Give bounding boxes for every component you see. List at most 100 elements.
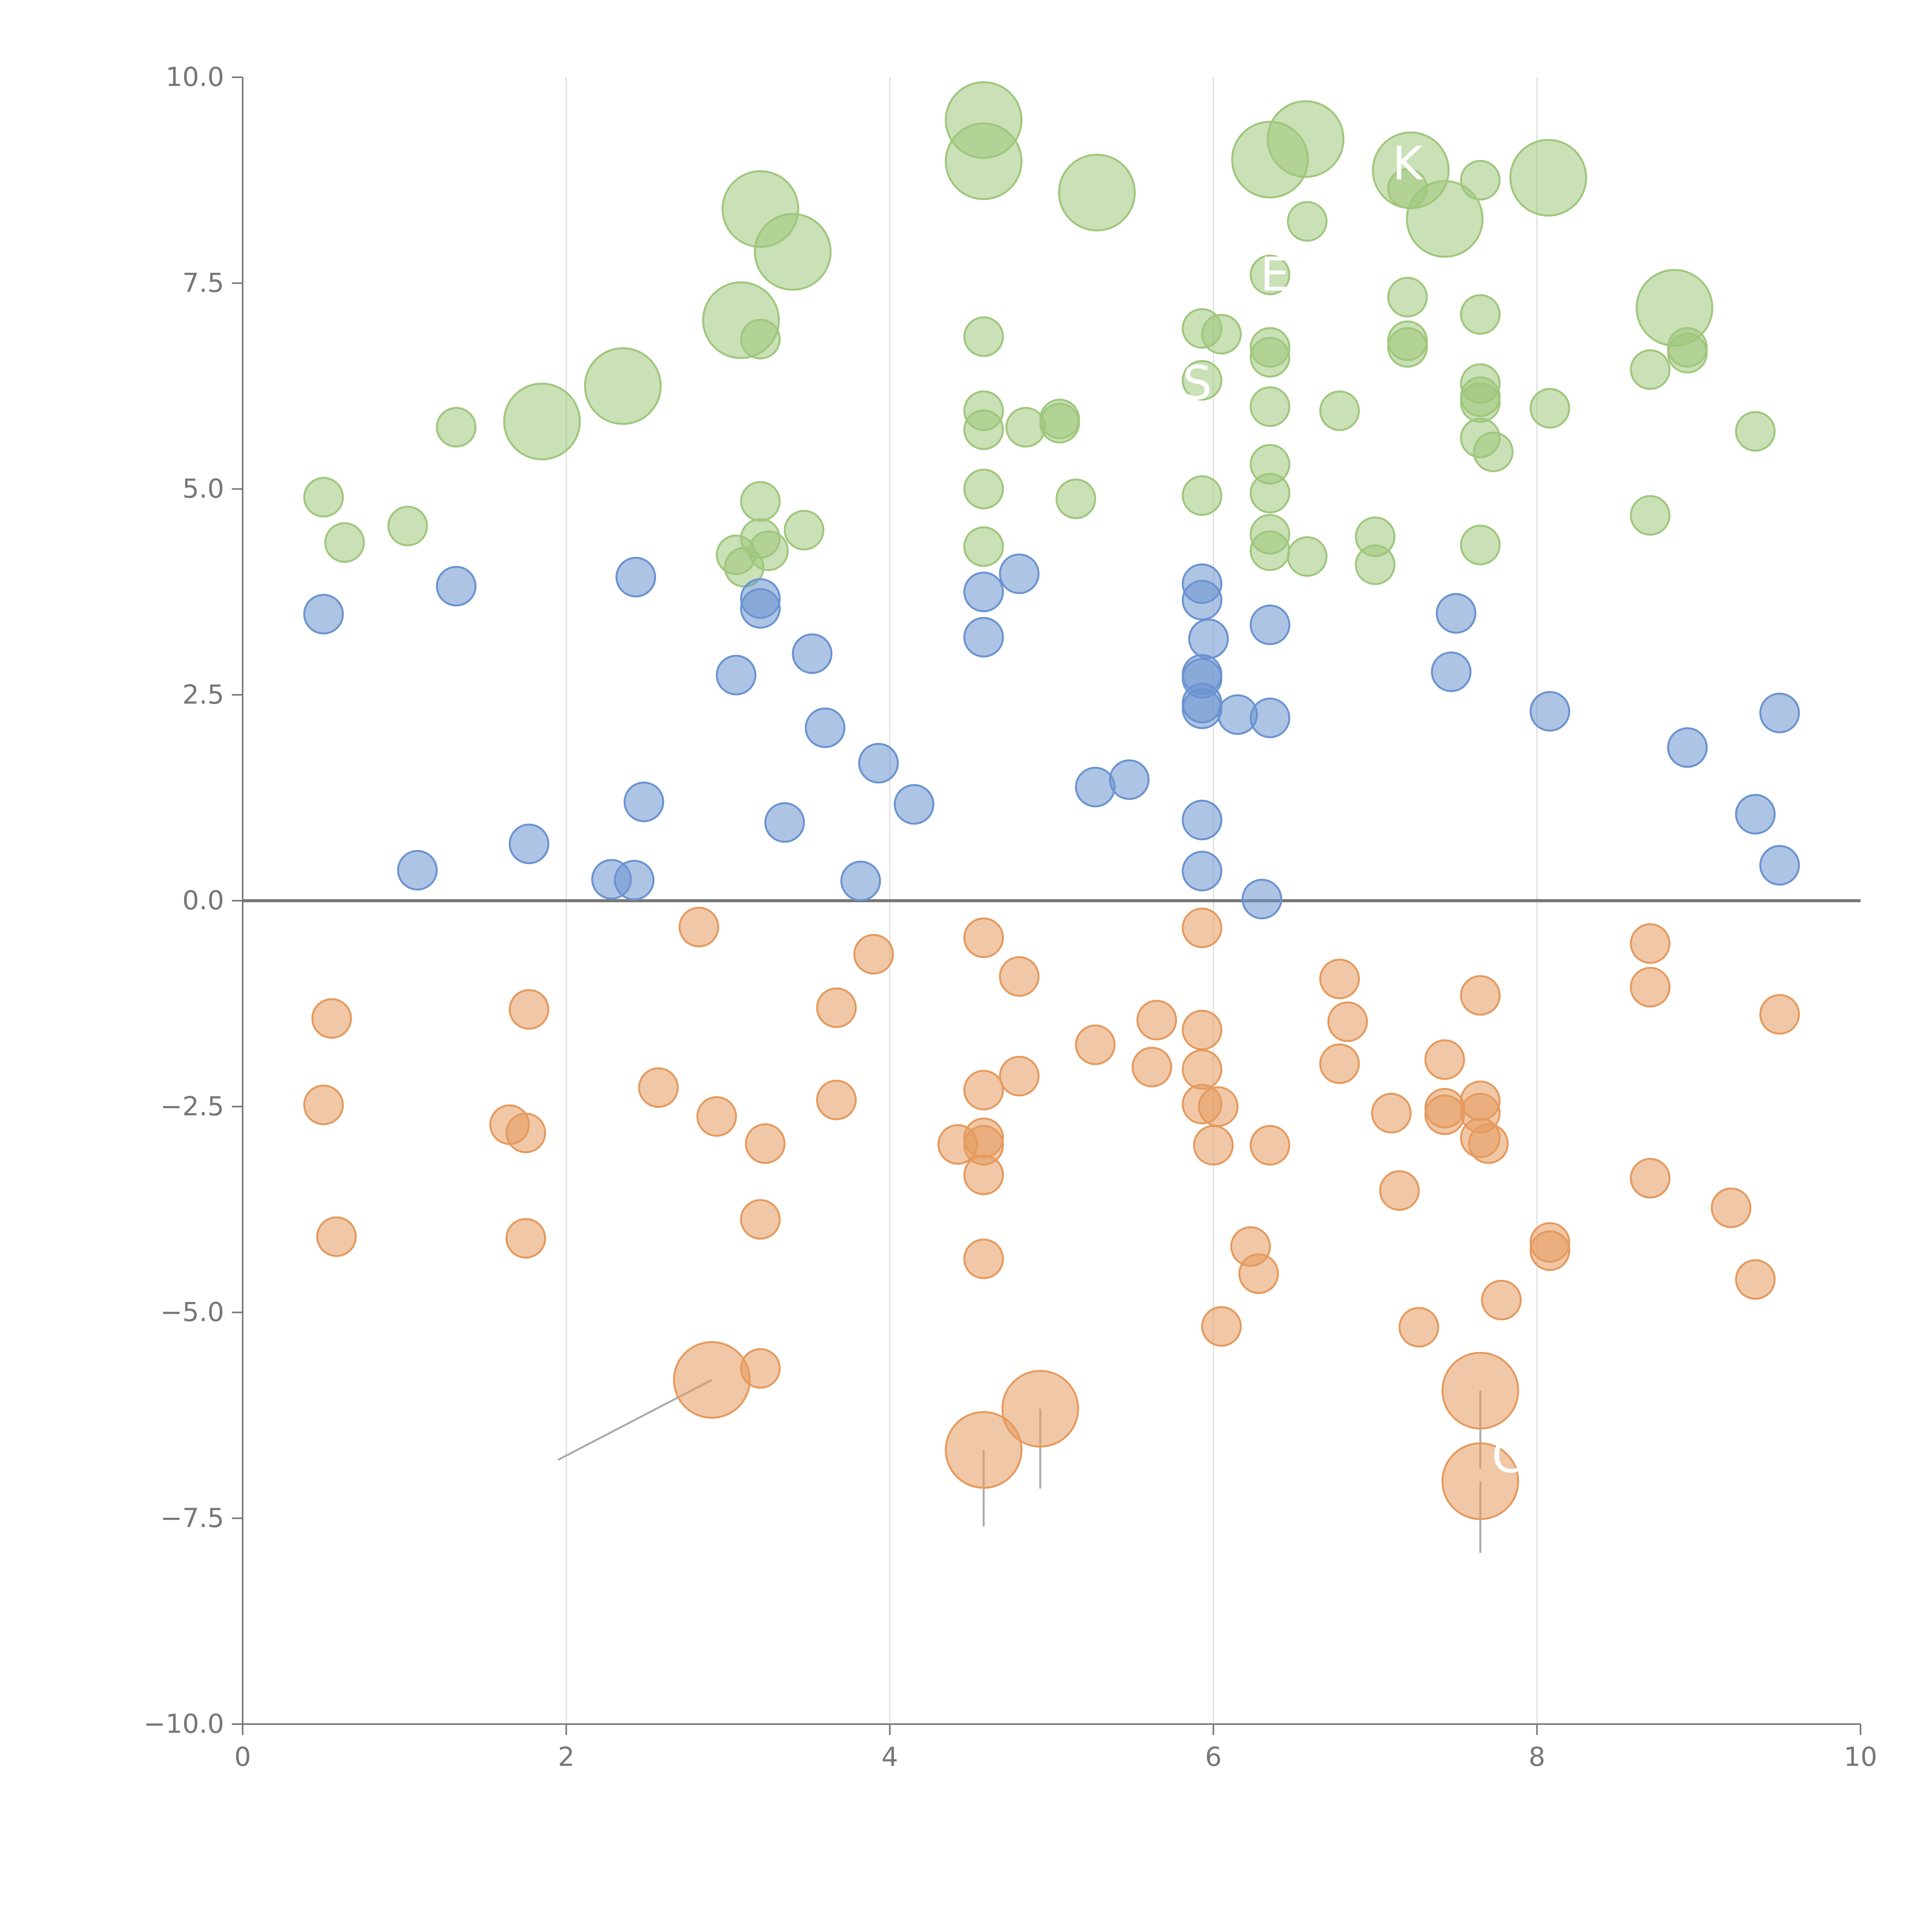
- green-point: [740, 481, 781, 522]
- blue-point: [1431, 651, 1472, 692]
- orange-point: [740, 1199, 781, 1240]
- orange-point: [1319, 958, 1360, 999]
- orange-point: [999, 956, 1040, 997]
- blue-point: [303, 594, 344, 634]
- y-tick-label: −7.5: [160, 1503, 224, 1534]
- green-highlight-point: [1406, 180, 1484, 258]
- y-tick-label: 7.5: [182, 268, 224, 298]
- green-point: [1182, 360, 1223, 401]
- blue-point: [1242, 879, 1282, 920]
- orange-point: [1630, 923, 1671, 964]
- x-tick-label: 10: [1844, 1742, 1878, 1772]
- orange-point: [963, 1238, 1004, 1279]
- blue-point: [1188, 618, 1229, 659]
- orange-point: [1371, 1093, 1412, 1134]
- orange-point: [999, 1056, 1040, 1097]
- green-highlight-point: [754, 213, 832, 291]
- green-highlight-point: [945, 122, 1023, 200]
- orange-point: [1630, 967, 1671, 1008]
- green-point: [1287, 536, 1328, 577]
- orange-point: [638, 1067, 679, 1108]
- orange-point: [1193, 1125, 1234, 1166]
- blue-point: [397, 850, 438, 891]
- blue-point: [1182, 799, 1223, 840]
- blue-point: [792, 633, 833, 674]
- green-point: [1250, 254, 1291, 295]
- green-point: [1630, 495, 1671, 536]
- blue-point: [1759, 692, 1800, 733]
- y-tick-label: −2.5: [160, 1091, 224, 1122]
- orange-highlight-point: [673, 1341, 751, 1419]
- green-point: [784, 510, 825, 551]
- orange-point: [1398, 1307, 1439, 1348]
- green-highlight-point: [1058, 153, 1136, 231]
- green-point: [963, 469, 1004, 509]
- blue-point: [804, 707, 845, 748]
- orange-highlight-point: [1441, 1352, 1519, 1430]
- blue-point: [1529, 691, 1570, 732]
- orange-point: [1460, 975, 1501, 1016]
- green-point: [303, 477, 344, 518]
- orange-point: [1468, 1123, 1509, 1164]
- orange-point: [316, 1216, 357, 1257]
- orange-point: [1201, 1306, 1242, 1347]
- green-point: [1630, 349, 1671, 390]
- orange-point: [1182, 1049, 1223, 1090]
- orange-point: [1424, 1039, 1465, 1080]
- blue-point: [436, 566, 477, 607]
- orange-point: [816, 1080, 857, 1121]
- orange-point: [1759, 994, 1800, 1035]
- orange-highlight-point: [945, 1411, 1023, 1489]
- orange-point: [963, 1070, 1004, 1111]
- orange-point: [679, 906, 719, 947]
- orange-point: [1529, 1230, 1570, 1271]
- orange-point: [1075, 1024, 1116, 1065]
- green-point: [1529, 388, 1570, 429]
- orange-point: [1424, 1094, 1465, 1135]
- blue-point: [1435, 593, 1476, 634]
- blue-point: [840, 861, 881, 901]
- orange-point: [696, 1096, 737, 1137]
- blue-point: [623, 781, 664, 822]
- green-point: [1201, 314, 1242, 355]
- green-point: [1460, 294, 1501, 335]
- green-point: [963, 409, 1004, 450]
- overlay-label: E: [1260, 248, 1289, 302]
- blue-point: [1182, 688, 1223, 729]
- green-point: [1182, 475, 1223, 516]
- orange-point: [816, 987, 857, 1028]
- blue-point: [1759, 845, 1800, 886]
- orange-point: [1319, 1043, 1360, 1084]
- data-points: [303, 81, 1800, 1520]
- green-point: [963, 316, 1004, 357]
- x-tick-label: 0: [234, 1742, 251, 1772]
- green-point: [1387, 277, 1428, 318]
- green-point: [1055, 478, 1096, 519]
- blue-point: [1075, 767, 1116, 808]
- blue-point: [716, 655, 757, 696]
- blue-point: [858, 743, 899, 784]
- x-tick-label: 2: [558, 1742, 575, 1772]
- y-tick-label: 0.0: [182, 886, 224, 916]
- orange-point: [1136, 1000, 1177, 1041]
- orange-point: [745, 1123, 786, 1164]
- green-point: [1250, 530, 1291, 571]
- orange-point: [1630, 1158, 1671, 1199]
- orange-point: [1327, 1001, 1368, 1042]
- green-point: [1005, 407, 1046, 448]
- green-point: [1460, 524, 1501, 565]
- blue-point: [614, 860, 655, 901]
- orange-point: [1379, 1170, 1420, 1211]
- y-tick-label: 10.0: [166, 62, 224, 93]
- green-highlight-point: [503, 383, 581, 461]
- green-point: [1287, 201, 1328, 242]
- blue-point: [963, 617, 1004, 658]
- green-point: [1250, 386, 1291, 427]
- orange-point: [1238, 1253, 1279, 1294]
- blue-point: [615, 557, 656, 598]
- green-highlight-point: [1509, 139, 1587, 217]
- orange-point: [1711, 1187, 1752, 1228]
- blue-point: [1250, 697, 1291, 738]
- green-highlight-point: [702, 281, 780, 359]
